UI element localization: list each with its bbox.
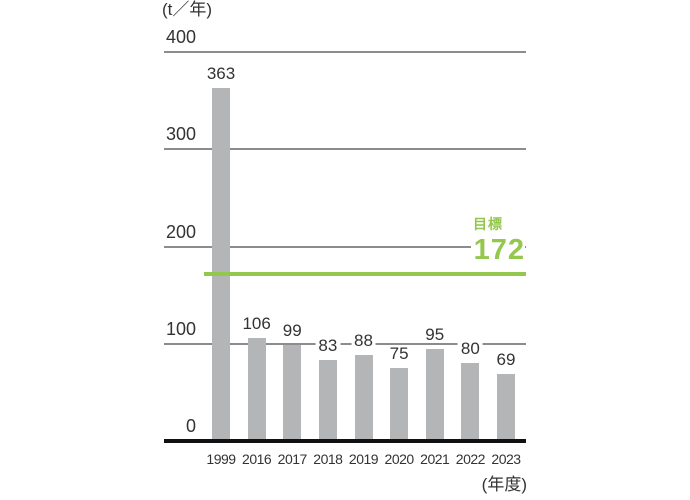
bar [318, 360, 337, 441]
bar [212, 87, 230, 441]
bar-value-label: 363 [203, 64, 239, 82]
bar-value-label: 106 [239, 314, 274, 332]
x-axis-title: (年度) [481, 475, 527, 494]
bar-value-label: 83 [315, 337, 341, 355]
gridline [164, 245, 526, 248]
bar [390, 368, 409, 441]
gridline [164, 148, 526, 151]
bar [461, 363, 480, 441]
bar-value-label: 69 [493, 350, 519, 368]
target-value: 172 [470, 236, 525, 265]
bar-value-label: 88 [351, 332, 376, 350]
bar [283, 344, 302, 441]
x-axis-tick-label: 2018 [313, 451, 343, 467]
x-axis-tick-label: 2017 [277, 451, 308, 467]
y-axis-unit-label: (t／年) [162, 0, 213, 19]
bar [354, 355, 373, 441]
bar [247, 337, 266, 441]
bar-value-label: 99 [279, 321, 305, 339]
gridline [164, 342, 526, 345]
x-axis-tick-label: 2023 [491, 451, 521, 467]
y-axis-tick-label: 0 [185, 416, 196, 436]
x-axis-tick-label: 2019 [348, 451, 379, 467]
gridline [164, 51, 526, 53]
bar-value-label: 95 [422, 325, 448, 343]
bar [425, 348, 444, 441]
x-axis-tick-label: 2021 [420, 451, 450, 467]
x-axis-tick-label: 2016 [242, 451, 272, 467]
target-label: 目標 [473, 216, 503, 232]
y-axis-tick-label: 100 [165, 318, 196, 339]
bar [497, 373, 515, 441]
x-axis-tick-label: 2022 [455, 451, 486, 467]
bar-value-label: 75 [386, 345, 412, 363]
y-axis-tick-label: 300 [165, 124, 196, 145]
target-line [204, 271, 526, 276]
y-axis-tick-label: 200 [165, 221, 196, 242]
bar-value-label: 80 [457, 340, 483, 358]
x-axis-tick-label: 1999 [206, 451, 236, 467]
x-axis-line [164, 439, 526, 443]
y-axis-tick-label: 400 [165, 27, 196, 47]
x-axis-tick-label: 2020 [384, 451, 415, 467]
